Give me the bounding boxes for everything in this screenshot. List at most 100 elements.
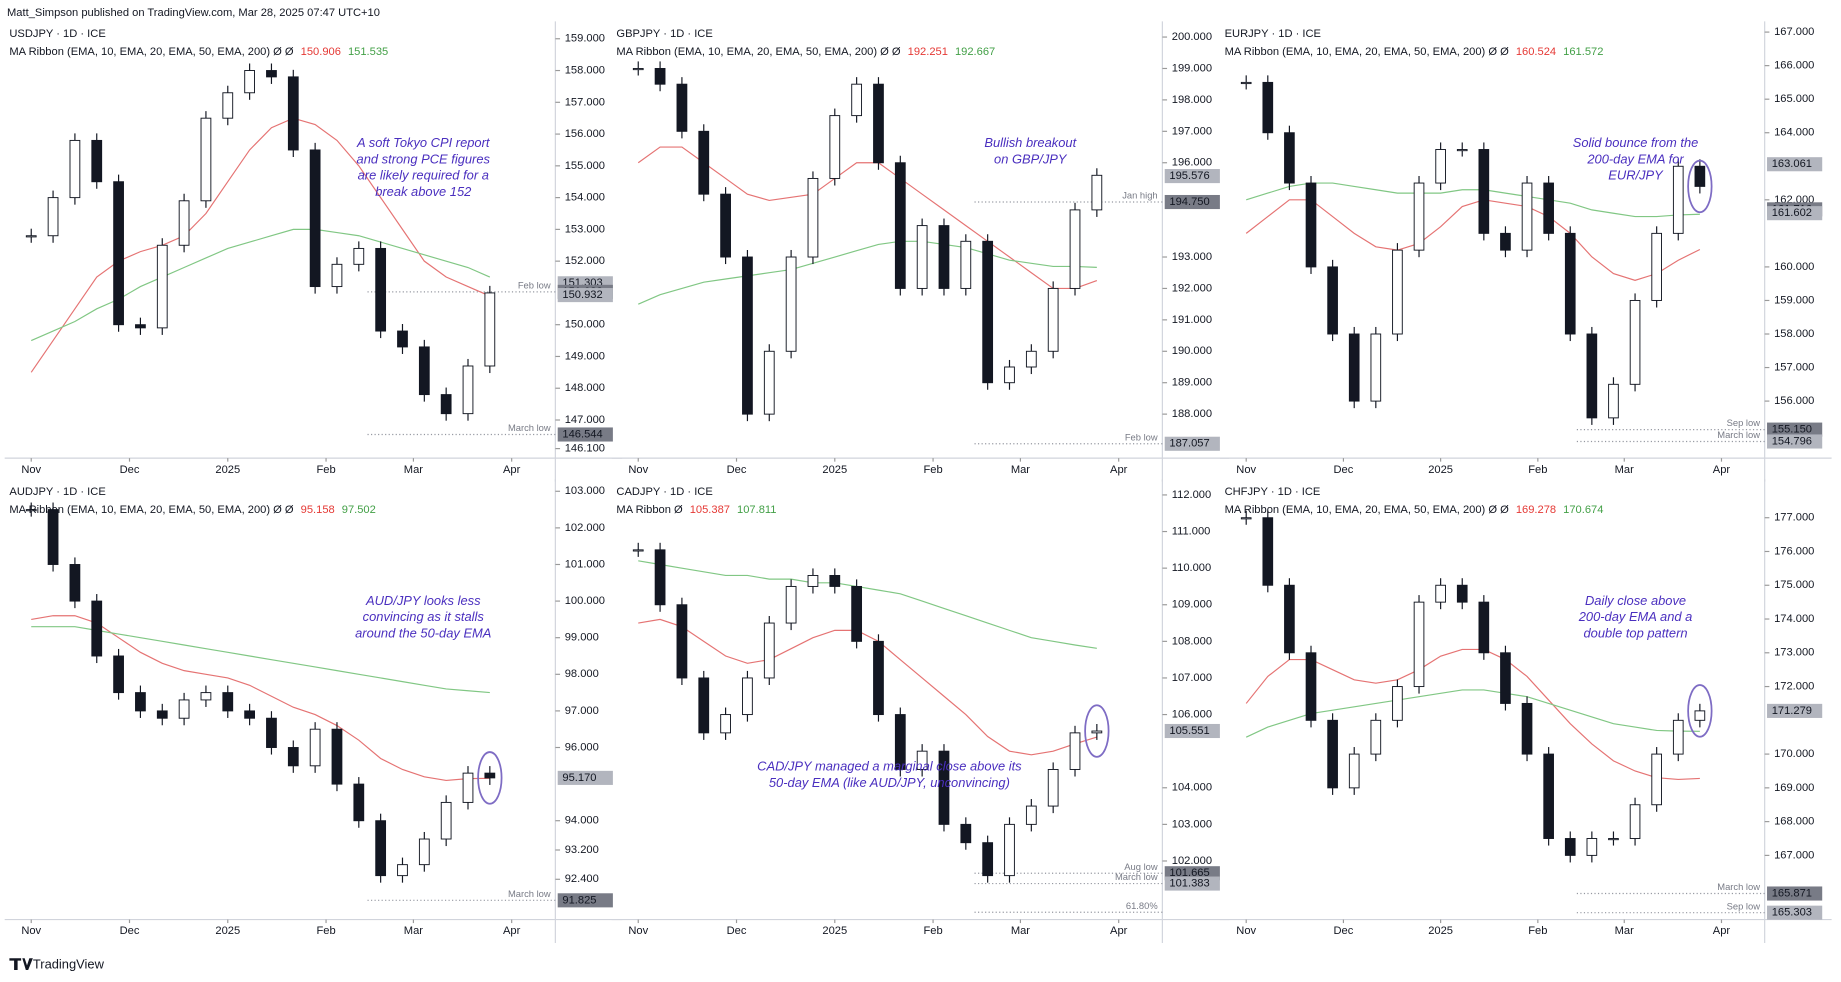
candle-body (69, 564, 81, 602)
ribbon-value: 95.158 (301, 504, 335, 516)
price-tag (1767, 206, 1823, 221)
candle-body (829, 574, 841, 587)
price-tag (557, 893, 613, 908)
candle-body (1672, 165, 1684, 234)
x-tick-label: Mar (404, 925, 423, 937)
chart-title: USDJPY · 1D · ICE (9, 28, 105, 40)
x-tick-label: 2025 (822, 464, 847, 476)
x-tick-label: Dec (727, 925, 747, 937)
price-tag-label: 101.665 (1169, 867, 1209, 879)
annotation: CAD/JPY managed a marginal close above i… (757, 758, 1022, 773)
ema-line (1245, 648, 1700, 781)
annotation: break above 152 (375, 184, 471, 199)
annotation: Solid bounce from the (1573, 135, 1699, 150)
candle-body (763, 622, 775, 679)
annotation: are likely required for a (358, 168, 489, 183)
candle-body (1413, 601, 1425, 688)
price-tag (1767, 434, 1823, 449)
y-tick-label: 167.000 (1774, 26, 1814, 38)
candle-body (418, 346, 430, 396)
ema-line (638, 560, 1097, 649)
y-tick-label: 104.000 (1172, 782, 1212, 794)
candle-body (851, 585, 863, 642)
candle-body (742, 677, 753, 716)
x-tick-label: Feb (1528, 925, 1547, 937)
ema-line (638, 618, 1098, 756)
logo (9, 958, 33, 971)
candle-body (829, 115, 841, 179)
chart-title: EURJPY · 1D · ICE (1225, 28, 1321, 40)
level-label: Feb low (518, 279, 551, 290)
x-tick-label: Mar (1615, 464, 1634, 476)
x-tick-label: 2025 (215, 925, 240, 937)
highlight-ellipse (1084, 704, 1110, 758)
candle-body (873, 83, 884, 164)
price-tag (557, 288, 613, 303)
y-tick-label: 155.000 (565, 160, 605, 172)
candle-body (1004, 366, 1015, 384)
y-tick-label: 160.000 (1774, 261, 1814, 273)
candle-body (397, 330, 408, 348)
annotation: 200-day EMA for (1586, 151, 1684, 166)
ribbon-label: MA Ribbon Ø 105.387 107.811 (616, 504, 776, 516)
ema-line (31, 626, 490, 694)
candle-body (266, 70, 277, 78)
chart-title: CADJPY · 1D · ICE (616, 486, 712, 498)
y-tick-label: 199.000 (1172, 62, 1212, 74)
x-tick-label: Feb (923, 925, 942, 937)
y-tick-label: 170.000 (1774, 748, 1814, 760)
highlight-ellipse (1687, 159, 1713, 214)
annotation: Bullish breakout (984, 135, 1077, 150)
price-tag (1164, 723, 1220, 739)
level-label: Sep low (1727, 417, 1761, 428)
price-tag-label: 150.932 (562, 289, 602, 301)
candle-body (1564, 232, 1576, 335)
ribbon-value: 192.667 (955, 46, 995, 58)
ribbon-text: MA Ribbon (EMA, 10, EMA, 20, EMA, 50, EM… (1225, 46, 1510, 58)
candle-body (1478, 149, 1490, 234)
y-tick-label: 93.200 (565, 844, 599, 856)
candle-body (654, 549, 666, 606)
candle-body (1456, 584, 1468, 603)
highlight-ellipse (477, 751, 503, 805)
candle-body (1348, 753, 1360, 789)
y-tick-label: 189.000 (1172, 377, 1212, 389)
candle-body (222, 92, 234, 119)
candle-body (1521, 182, 1533, 251)
level-label: Aug low (1124, 861, 1158, 872)
x-tick-label: Feb (316, 925, 335, 937)
candle-body (47, 197, 59, 237)
y-tick-label: 152.000 (565, 255, 605, 267)
y-tick-label: 168.000 (1774, 816, 1814, 828)
candle-body (982, 842, 994, 877)
candle-body (1694, 165, 1706, 187)
candle-body (200, 117, 212, 202)
y-tick-label: 188.000 (1172, 408, 1212, 420)
candle-body (1586, 838, 1598, 856)
candle-body (244, 70, 255, 94)
candle-body (25, 235, 37, 238)
candle-body (1564, 838, 1576, 856)
ribbon-text: MA Ribbon Ø (616, 504, 683, 516)
ema-line (1245, 199, 1701, 281)
price-tag-label: 154.796 (1772, 435, 1812, 447)
candle-body (1091, 174, 1103, 211)
level-label: Sep low (1727, 900, 1761, 911)
price-tag (1767, 886, 1823, 901)
candle-body (1629, 299, 1641, 385)
candle-body (916, 225, 928, 289)
annotation: convincing as it stalls (363, 609, 485, 624)
candle-body (1586, 333, 1598, 419)
candle-body (287, 747, 299, 767)
candle-body (309, 728, 321, 767)
candle-body (676, 604, 688, 679)
ribbon-value: 150.906 (301, 46, 341, 58)
level-label: Jan high (1122, 190, 1157, 201)
candle-body (287, 76, 299, 151)
y-tick-label: 150.000 (565, 319, 605, 331)
candle-body (1521, 702, 1533, 755)
y-tick-label: 159.000 (1774, 294, 1814, 306)
candle-body (462, 772, 474, 803)
y-tick-label: 97.000 (565, 705, 599, 717)
ribbon-value: 107.811 (737, 504, 776, 516)
